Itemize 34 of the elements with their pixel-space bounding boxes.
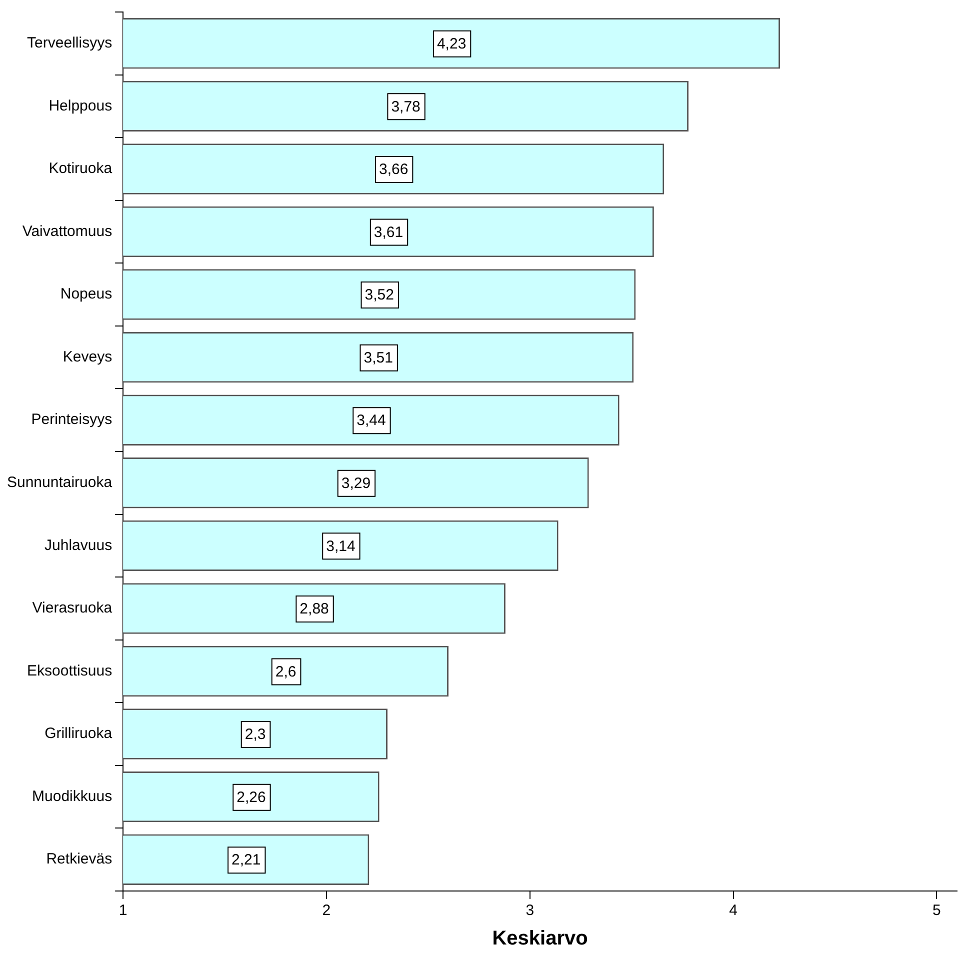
x-tick-label: 4 [729,902,738,920]
data-label: 3,44 [356,412,386,430]
y-tick-label: Muodikkuus [32,788,112,805]
y-tick-label: Nopeus [60,286,112,303]
y-tick-label: Helppous [48,97,112,114]
data-label: 4,23 [436,36,466,53]
x-tick-label: 5 [932,902,941,920]
data-label: 3,14 [326,538,356,555]
x-tick-label: 3 [526,902,534,920]
y-tick-label: Juhlavuus [44,536,112,554]
y-tick-label: Keveys [62,348,112,366]
data-label: 3,78 [391,98,420,116]
x-axis-title: Keskiarvo [492,928,588,950]
data-label: 3,29 [341,475,371,492]
y-tick-label: Retkieväs [46,850,112,868]
y-tick-label: Perinteisyys [31,411,112,428]
data-label: 2,21 [232,852,261,869]
x-tick-label: 2 [322,902,331,920]
y-tick-label: Sunnuntairuoka [6,474,113,492]
y-tick-label: Vaivattomuus [22,222,112,240]
data-label: 2,3 [244,726,266,744]
y-tick-label: Grilliruoka [44,725,113,742]
data-label: 2,26 [236,788,266,806]
y-tick-label: Eksoottisuus [27,662,112,680]
y-tick-label: Kotiruoka [48,160,113,178]
data-label: 2,6 [275,663,296,680]
data-label: 3,61 [374,224,404,241]
data-label: 3,66 [378,161,408,178]
data-label: 2,88 [300,600,329,618]
y-tick-label: Terveellisyys [27,34,112,52]
data-label: 3,52 [364,286,394,304]
y-tick-label: Vierasruoka [32,600,113,617]
x-tick-label: 1 [118,902,128,920]
data-label: 3,51 [364,349,393,366]
